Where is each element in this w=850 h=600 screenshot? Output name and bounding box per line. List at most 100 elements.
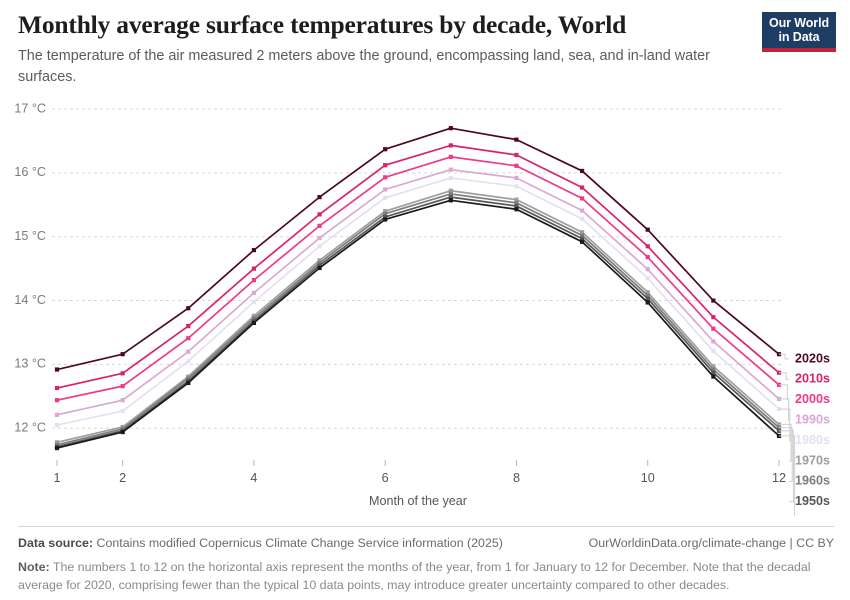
data-point-marker[interactable] bbox=[317, 235, 322, 241]
series-line-1940s[interactable] bbox=[56, 199, 780, 449]
data-point-marker[interactable] bbox=[448, 167, 453, 172]
data-point-marker[interactable] bbox=[645, 227, 650, 232]
data-point-marker[interactable] bbox=[579, 230, 585, 235]
data-point-marker[interactable] bbox=[645, 255, 650, 260]
data-point-marker[interactable] bbox=[317, 212, 322, 217]
data-point-marker[interactable] bbox=[579, 168, 585, 174]
data-point-marker[interactable] bbox=[579, 236, 585, 241]
data-point-marker[interactable] bbox=[645, 290, 650, 295]
data-point-marker[interactable] bbox=[645, 293, 650, 298]
data-point-marker[interactable] bbox=[383, 211, 388, 216]
legend-label-1970s[interactable]: 1970s bbox=[795, 453, 830, 467]
series-line-1980s[interactable] bbox=[56, 177, 780, 426]
data-point-marker[interactable] bbox=[383, 187, 388, 192]
legend-label-1990s[interactable]: 1990s bbox=[795, 413, 830, 427]
data-point-marker[interactable] bbox=[448, 175, 453, 181]
data-point-marker[interactable] bbox=[514, 207, 519, 212]
data-point-marker[interactable] bbox=[120, 352, 125, 357]
data-point-marker[interactable] bbox=[251, 320, 257, 326]
data-point-marker[interactable] bbox=[711, 315, 716, 320]
data-point-marker[interactable] bbox=[251, 278, 257, 283]
data-point-marker[interactable] bbox=[711, 374, 716, 379]
data-point-marker[interactable] bbox=[514, 175, 519, 181]
data-point-marker[interactable] bbox=[645, 244, 650, 249]
data-point-marker[interactable] bbox=[711, 298, 716, 303]
data-point-marker[interactable] bbox=[448, 195, 453, 200]
data-point-marker[interactable] bbox=[317, 223, 322, 228]
data-point-marker[interactable] bbox=[383, 147, 388, 152]
data-point-marker[interactable] bbox=[514, 137, 519, 142]
legend-label-2000s[interactable]: 2000s bbox=[795, 392, 830, 406]
data-point-marker[interactable] bbox=[711, 364, 716, 369]
data-point-marker[interactable] bbox=[711, 367, 716, 372]
data-point-marker[interactable] bbox=[383, 217, 388, 222]
data-point-marker[interactable] bbox=[645, 296, 650, 301]
data-point-marker[interactable] bbox=[251, 299, 257, 304]
data-point-marker[interactable] bbox=[514, 200, 519, 205]
data-point-marker[interactable] bbox=[54, 445, 60, 451]
series-line-1960s[interactable] bbox=[56, 193, 780, 446]
data-point-marker[interactable] bbox=[317, 195, 322, 200]
data-point-marker[interactable] bbox=[120, 398, 125, 403]
data-point-marker[interactable] bbox=[645, 300, 650, 305]
data-point-marker[interactable] bbox=[54, 398, 60, 403]
data-point-marker[interactable] bbox=[317, 263, 322, 268]
data-point-marker[interactable] bbox=[186, 376, 191, 381]
legend-label-2010s[interactable]: 2010s bbox=[795, 372, 830, 386]
series-line-1950s[interactable] bbox=[56, 196, 780, 448]
data-point-marker[interactable] bbox=[645, 267, 650, 272]
data-point-marker[interactable] bbox=[514, 197, 519, 202]
data-point-marker[interactable] bbox=[186, 336, 191, 341]
data-point-marker[interactable] bbox=[579, 208, 585, 213]
data-point-marker[interactable] bbox=[120, 371, 125, 376]
data-point-marker[interactable] bbox=[54, 412, 60, 417]
series-line-1970s[interactable] bbox=[56, 189, 780, 444]
data-point-marker[interactable] bbox=[711, 348, 716, 354]
data-point-marker[interactable] bbox=[251, 290, 257, 295]
data-point-marker[interactable] bbox=[186, 306, 191, 311]
legend-label-1960s[interactable]: 1960s bbox=[795, 474, 830, 488]
data-point-marker[interactable] bbox=[711, 326, 716, 331]
data-point-marker[interactable] bbox=[120, 429, 125, 435]
data-point-marker[interactable] bbox=[120, 408, 125, 414]
data-point-marker[interactable] bbox=[251, 316, 257, 321]
data-point-marker[interactable] bbox=[514, 163, 519, 168]
data-point-marker[interactable] bbox=[54, 422, 60, 428]
data-point-marker[interactable] bbox=[383, 163, 388, 168]
series-line-2020s[interactable] bbox=[56, 127, 780, 371]
owid-link[interactable]: OurWorldinData.org/climate-change | CC B… bbox=[588, 536, 834, 550]
data-point-marker[interactable] bbox=[514, 184, 519, 189]
data-point-marker[interactable] bbox=[448, 188, 453, 193]
data-point-marker[interactable] bbox=[54, 440, 60, 445]
data-point-marker[interactable] bbox=[579, 196, 585, 201]
data-point-marker[interactable] bbox=[448, 143, 453, 148]
data-point-marker[interactable] bbox=[383, 175, 388, 180]
legend-label-1940s[interactable]: 1940s bbox=[795, 515, 830, 516]
data-point-marker[interactable] bbox=[514, 152, 519, 158]
data-point-marker[interactable] bbox=[579, 233, 585, 238]
data-point-marker[interactable] bbox=[383, 195, 388, 200]
series-line-2000s[interactable] bbox=[56, 156, 780, 402]
data-point-marker[interactable] bbox=[251, 313, 257, 318]
series-line-1990s[interactable] bbox=[56, 168, 780, 416]
data-point-marker[interactable] bbox=[317, 265, 322, 271]
data-point-marker[interactable] bbox=[186, 349, 191, 354]
data-point-marker[interactable] bbox=[186, 359, 191, 364]
data-point-marker[interactable] bbox=[383, 209, 388, 214]
data-point-marker[interactable] bbox=[186, 324, 191, 329]
legend-label-1980s[interactable]: 1980s bbox=[795, 433, 830, 447]
data-point-marker[interactable] bbox=[317, 258, 322, 263]
data-point-marker[interactable] bbox=[251, 266, 257, 271]
data-point-marker[interactable] bbox=[383, 214, 388, 220]
data-point-marker[interactable] bbox=[514, 203, 519, 209]
data-point-marker[interactable] bbox=[645, 276, 650, 281]
data-point-marker[interactable] bbox=[120, 384, 125, 389]
owid-logo[interactable]: Our World in Data bbox=[762, 12, 836, 52]
legend-label-1950s[interactable]: 1950s bbox=[795, 494, 830, 508]
data-point-marker[interactable] bbox=[579, 185, 585, 190]
data-point-marker[interactable] bbox=[317, 260, 322, 265]
data-point-marker[interactable] bbox=[251, 248, 257, 253]
data-point-marker[interactable] bbox=[448, 126, 453, 131]
data-point-marker[interactable] bbox=[579, 216, 585, 221]
data-point-marker[interactable] bbox=[54, 367, 60, 372]
